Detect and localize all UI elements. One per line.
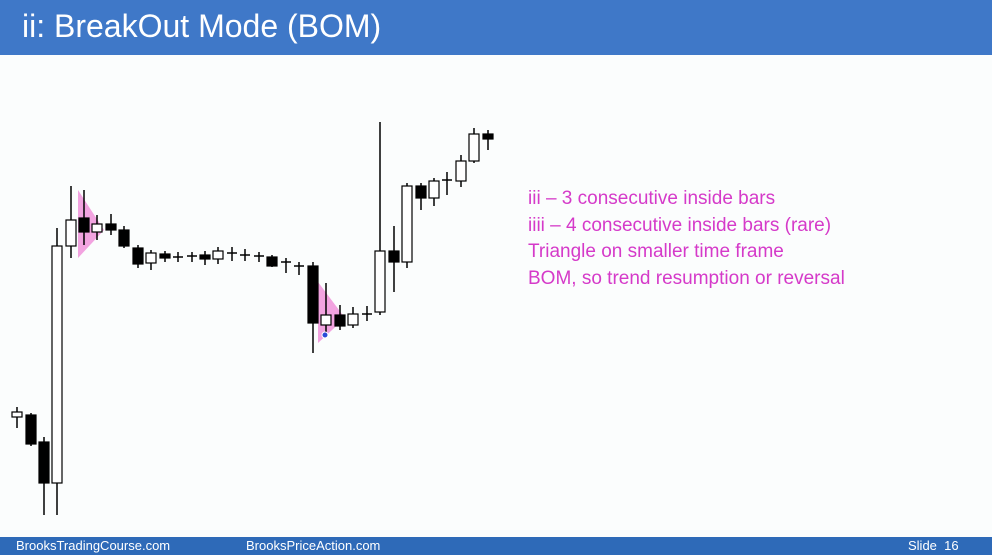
candle-body (51, 245, 63, 484)
candle-body (334, 314, 346, 327)
candle-body (482, 133, 494, 140)
candle-body (78, 217, 90, 233)
candle-body (415, 185, 427, 199)
candle-body (91, 223, 103, 233)
candle-body (159, 253, 171, 259)
footer-site: BrooksPriceAction.com (246, 538, 381, 553)
note-line: iii – 3 consecutive inside bars (528, 188, 776, 209)
candle-body (320, 314, 332, 326)
candle-body (11, 411, 23, 418)
note-line: iiii – 4 consecutive inside bars (rare) (528, 214, 832, 236)
candle-body (388, 250, 400, 263)
candle-body (347, 313, 359, 326)
candle-body (199, 254, 211, 260)
slide-number: Slide 16 (908, 538, 959, 553)
candle-body (401, 185, 413, 263)
candle-body (25, 414, 37, 445)
candle-body (145, 252, 157, 264)
footer-bar: BrooksTradingCourse.com BrooksPriceActio… (0, 537, 992, 555)
note-line: BOM, so trend resumption or reversal (528, 268, 845, 290)
candle-body (65, 219, 77, 247)
header-bar: ii: BreakOut Mode (BOM) (0, 0, 992, 55)
cursor-dot (321, 331, 329, 339)
candle-body (266, 256, 278, 267)
candle-body (455, 160, 467, 182)
footer-site: BrooksTradingCourse.com (16, 538, 171, 553)
candle-body (428, 180, 440, 199)
note-line: Triangle on smaller time frame (528, 241, 784, 263)
triangle-highlight (318, 282, 345, 343)
candle-body (132, 247, 144, 265)
slide-title: ii: BreakOut Mode (BOM) (22, 8, 382, 44)
candle-body (38, 441, 50, 484)
candle-body (374, 250, 386, 313)
candle-body (468, 133, 480, 162)
candle-body (212, 250, 224, 260)
notes: iii – 3 consecutive inside bars iiii – 4… (528, 186, 845, 293)
candle-body (105, 223, 117, 231)
candle-body (118, 229, 130, 247)
candle-body (307, 265, 319, 324)
